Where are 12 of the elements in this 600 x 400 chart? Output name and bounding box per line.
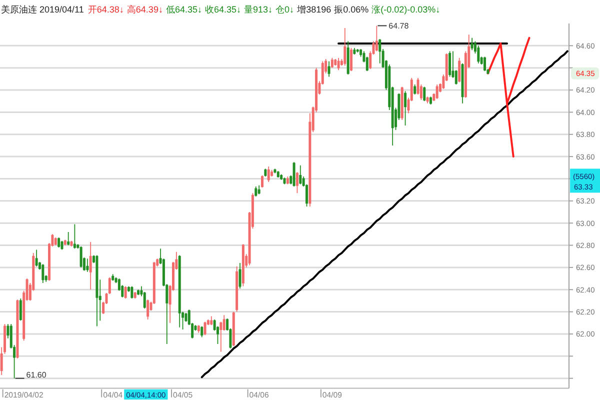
text: 高64.39↓	[126, 4, 163, 14]
text: 仓0↓	[276, 4, 294, 14]
text: 振0.06%	[334, 4, 369, 14]
chart-title: 美原油连 2019/04/11	[1, 4, 84, 14]
text: 低64.35↓	[166, 4, 202, 14]
text: 涨(-0.02)-0.03%↓	[372, 4, 440, 14]
text: 收64.35↓	[204, 4, 242, 14]
text: 开64.38↓	[88, 4, 124, 14]
annotation: 64.78	[388, 22, 410, 31]
text: 量913↓	[244, 4, 273, 14]
annotation: 61.60	[26, 370, 47, 380]
text: 增38196	[296, 4, 332, 14]
